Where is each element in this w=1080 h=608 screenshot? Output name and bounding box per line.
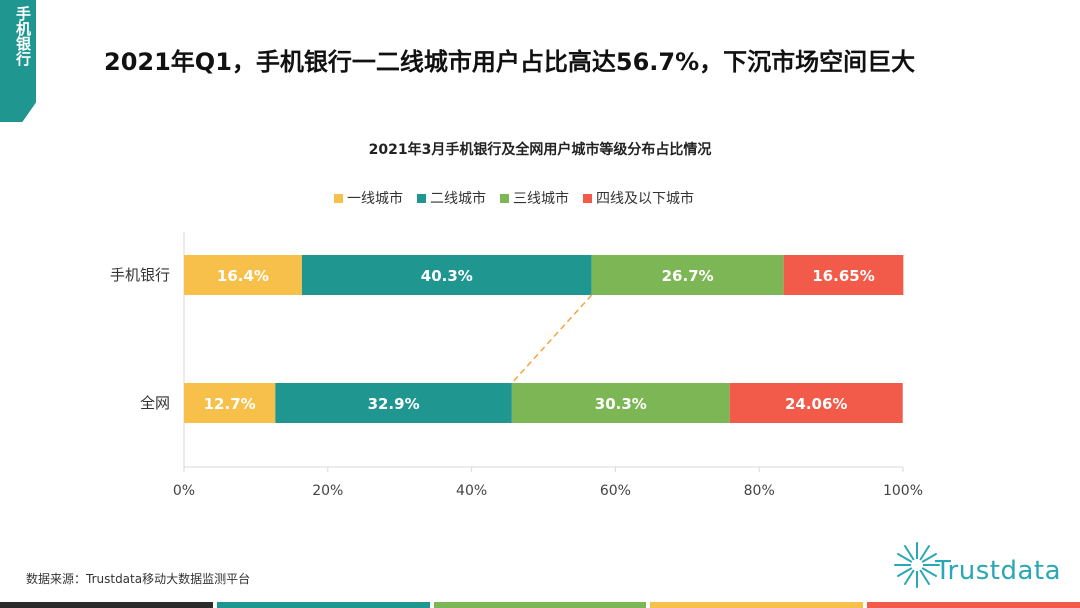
bar-segment [275,383,512,423]
data-label: 12.7% [204,395,256,413]
chart-title: 2021年3月手机银行及全网用户城市等级分布占比情况 [368,142,712,158]
x-tick-label: 60% [600,483,631,499]
legend-item-tier3: 三线城市 [500,188,569,208]
x-tick-label: 20% [312,483,343,499]
strip-segment-5 [867,602,1080,608]
legend-item-tier4: 四线及以下城市 [583,188,694,208]
bar-segment [591,255,784,295]
legend-swatch-tier4 [583,193,592,203]
data-label: 26.7% [662,267,714,285]
strip-segment-2 [216,602,430,608]
legend-label-tier2: 二线城市 [430,191,486,207]
legend-swatch-tier2 [417,193,426,203]
data-label: 40.3% [421,267,473,285]
data-label: 30.3% [595,395,647,413]
data-label: 32.9% [368,395,420,413]
legend-label-tier1: 一线城市 [347,191,403,207]
strip-segment-3 [433,602,647,608]
data-label: 16.4% [217,267,269,285]
category-label: 手机银行 [110,266,170,284]
category-label: 全网 [140,394,170,412]
side-tab: 手机银行 [0,0,36,122]
legend-label-tier4: 四线及以下城市 [596,191,694,207]
strip-segment-1 [0,602,213,608]
x-tick-label: 80% [744,483,775,499]
legend-swatch-tier3 [500,193,509,203]
logo-wordmark: Trustdata [935,556,1062,586]
bar-segment [184,383,276,423]
trustdata-logo-icon [894,542,940,588]
data-label: 24.06% [785,395,847,413]
bar-segment [783,255,904,295]
legend-swatch-tier1 [334,193,343,203]
dashed-connector [511,294,593,384]
x-tick-label: 40% [456,483,487,499]
bar-segment [184,255,302,295]
page-title: 2021年Q1，手机银行一二线城市用户占比高达56.7%，下沉市场空间巨大 [104,48,916,76]
x-tick-label: 100% [883,483,923,499]
x-tick-label: 0% [173,483,195,499]
legend-item-tier1: 一线城市 [334,188,403,208]
bar-segment [301,255,592,295]
legend-label-tier3: 三线城市 [513,191,569,207]
strip-segment-4 [650,602,864,608]
data-label: 16.65% [812,267,874,285]
data-source-note: 数据来源：Trustdata移动大数据监测平台 [26,572,251,586]
bar-segment [729,383,903,423]
bottom-color-strip [0,602,1080,608]
legend-item-tier2: 二线城市 [417,188,486,208]
bar-segment [511,383,730,423]
chart-legend: 一线城市 二线城市 三线城市 四线及以下城市 [334,188,694,208]
side-tab-label: 手机银行 [14,6,32,66]
